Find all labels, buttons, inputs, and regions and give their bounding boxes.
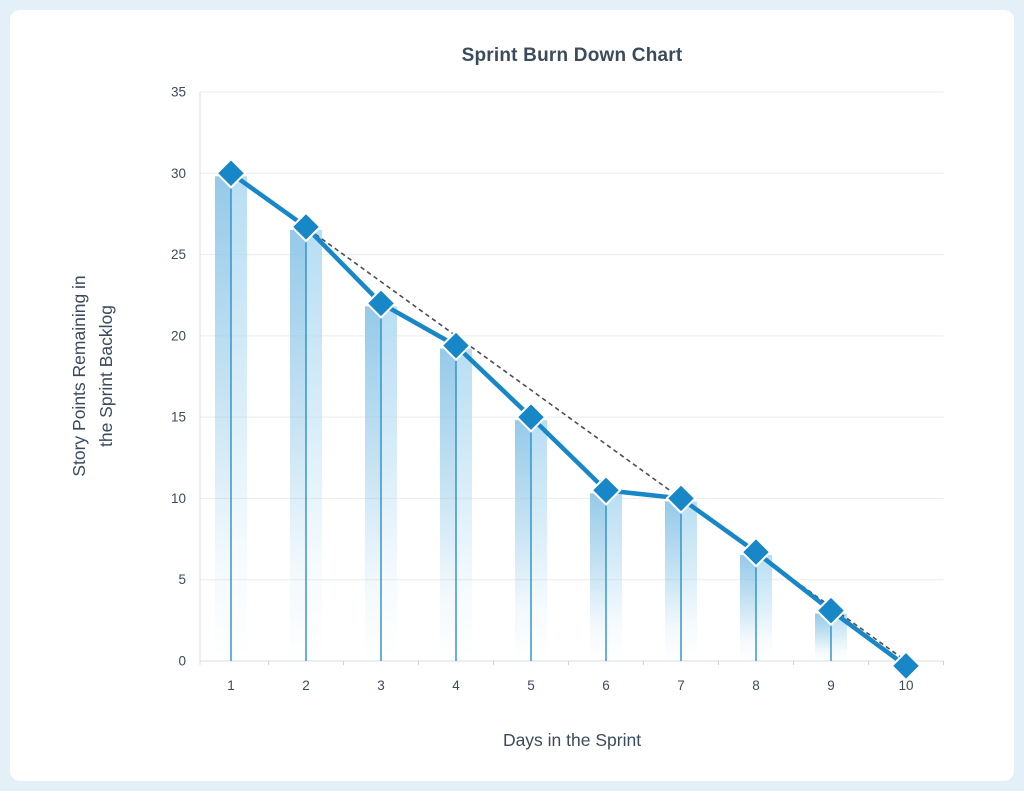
x-tick-label: 7 xyxy=(677,678,685,693)
drop-bar-right xyxy=(306,229,322,662)
drop-bar-right xyxy=(456,348,472,661)
data-point-marker xyxy=(890,650,922,682)
x-tick-label: 2 xyxy=(302,678,310,693)
y-tick-label: 30 xyxy=(171,166,186,181)
data-point-marker xyxy=(365,287,397,319)
data-point-marker xyxy=(665,482,697,514)
chart-card: Sprint Burn Down Chart Story Points Rema… xyxy=(10,10,1014,781)
burndown-plot: 0 5 10 15 20 25 30 35 1 2 3 4 5 6 7 8 9 10 xyxy=(171,85,944,693)
x-tick-label: 1 xyxy=(227,678,235,693)
drop-bar-left xyxy=(515,420,531,661)
drop-bar-left xyxy=(665,501,681,661)
x-tick-label: 10 xyxy=(898,678,913,693)
data-point-marker xyxy=(740,536,772,568)
y-tick-label: 5 xyxy=(178,572,186,587)
x-tick-label: 4 xyxy=(452,678,460,693)
y-tick-label: 15 xyxy=(171,410,186,425)
drop-bar-right xyxy=(231,176,247,662)
y-tick-label: 35 xyxy=(171,85,186,100)
y-tick-label: 25 xyxy=(171,247,186,262)
drop-bar-left xyxy=(365,306,381,661)
y-tick-label: 10 xyxy=(171,491,186,506)
drop-bar-right xyxy=(681,501,697,661)
drop-bar-left xyxy=(290,229,306,662)
data-point-marker xyxy=(440,330,472,362)
x-tick-label: 8 xyxy=(752,678,760,693)
x-axis-title: Days in the Sprint xyxy=(502,730,642,750)
x-tick-label: 6 xyxy=(602,678,610,693)
drop-bar-left xyxy=(590,493,606,661)
data-point-marker xyxy=(515,401,547,433)
x-tick-label: 5 xyxy=(527,678,535,693)
data-point-marker xyxy=(290,211,322,243)
drop-bar-right xyxy=(756,555,772,661)
drop-bar-left xyxy=(440,348,456,661)
data-point-marker xyxy=(215,157,247,189)
y-tick-label: 0 xyxy=(178,654,186,669)
ideal-burndown-line xyxy=(230,172,907,662)
drop-bar-right xyxy=(606,493,622,661)
drop-bar-left xyxy=(815,613,831,661)
data-point-marker xyxy=(815,595,847,627)
drop-bar-right xyxy=(381,306,397,661)
drop-bar-right xyxy=(831,613,847,661)
actual-burndown-line xyxy=(228,171,909,669)
drop-bar-left xyxy=(215,176,231,662)
data-point-marker xyxy=(590,474,622,506)
drop-bar-left xyxy=(740,555,756,661)
x-tick-label: 3 xyxy=(377,678,385,693)
chart-title: Sprint Burn Down Chart xyxy=(461,45,683,66)
x-tick-label: 9 xyxy=(827,678,835,693)
drop-bar-right xyxy=(531,420,547,661)
y-tick-label: 20 xyxy=(171,328,186,343)
